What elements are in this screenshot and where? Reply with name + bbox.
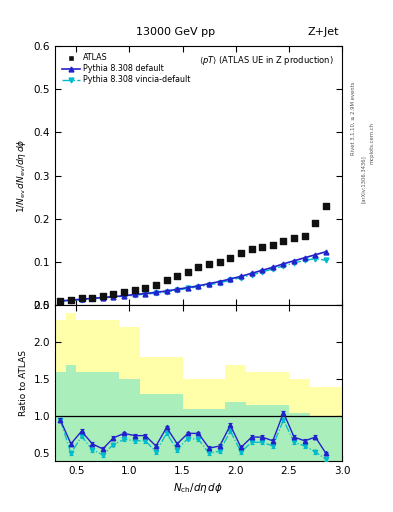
ATLAS (248, 245, 255, 253)
Pythia 8.308 vincia-default (302, 257, 307, 263)
Pythia 8.308 vincia-default (292, 260, 296, 266)
ATLAS (291, 234, 297, 242)
Line: Pythia 8.308 vincia-default: Pythia 8.308 vincia-default (58, 256, 329, 304)
Pythia 8.308 default (281, 261, 286, 267)
Pythia 8.308 default (270, 264, 275, 270)
Pythia 8.308 vincia-default (207, 282, 211, 288)
Legend: ATLAS, Pythia 8.308 default, Pythia 8.308 vincia-default: ATLAS, Pythia 8.308 default, Pythia 8.30… (59, 50, 194, 88)
Line: Pythia 8.308 default: Pythia 8.308 default (58, 249, 329, 304)
Pythia 8.308 vincia-default (122, 293, 127, 300)
Y-axis label: $1/N_{\rm ev}\,dN_{\rm ev}/d\eta\,d\phi$: $1/N_{\rm ev}\,dN_{\rm ev}/d\eta\,d\phi$ (15, 138, 28, 213)
Pythia 8.308 default (185, 285, 190, 291)
Pythia 8.308 vincia-default (69, 297, 73, 304)
Pythia 8.308 vincia-default (313, 255, 318, 262)
Pythia 8.308 default (207, 281, 211, 287)
Pythia 8.308 vincia-default (239, 274, 243, 281)
Pythia 8.308 default (175, 286, 180, 292)
Pythia 8.308 default (154, 289, 158, 295)
Pythia 8.308 vincia-default (175, 287, 180, 293)
Pythia 8.308 default (111, 293, 116, 300)
ATLAS (163, 276, 170, 284)
ATLAS (57, 297, 64, 305)
Pythia 8.308 vincia-default (143, 291, 148, 297)
Pythia 8.308 vincia-default (101, 295, 105, 301)
Text: 13000 GeV pp: 13000 GeV pp (136, 27, 215, 37)
ATLAS (259, 243, 265, 251)
ATLAS (227, 253, 233, 262)
ATLAS (312, 219, 318, 227)
Pythia 8.308 default (249, 270, 254, 276)
Pythia 8.308 default (69, 297, 73, 303)
Pythia 8.308 default (217, 279, 222, 285)
Pythia 8.308 default (196, 283, 201, 289)
ATLAS (142, 284, 149, 292)
Pythia 8.308 vincia-default (185, 285, 190, 291)
Pythia 8.308 default (132, 291, 137, 297)
ATLAS (238, 249, 244, 258)
Y-axis label: Ratio to ATLAS: Ratio to ATLAS (19, 350, 28, 416)
Pythia 8.308 default (292, 258, 296, 264)
ATLAS (153, 281, 159, 289)
ATLAS (89, 293, 95, 302)
Pythia 8.308 default (164, 288, 169, 294)
Pythia 8.308 default (143, 290, 148, 296)
Pythia 8.308 vincia-default (111, 294, 116, 300)
ATLAS (301, 232, 308, 240)
ATLAS (195, 263, 202, 271)
Pythia 8.308 default (228, 276, 233, 282)
Pythia 8.308 vincia-default (132, 292, 137, 298)
Pythia 8.308 vincia-default (196, 284, 201, 290)
Pythia 8.308 vincia-default (79, 296, 84, 303)
ATLAS (280, 237, 286, 245)
ATLAS (79, 294, 85, 303)
ATLAS (323, 202, 329, 210)
Pythia 8.308 default (260, 267, 264, 273)
Pythia 8.308 default (122, 293, 127, 299)
Pythia 8.308 vincia-default (323, 257, 328, 263)
Pythia 8.308 vincia-default (281, 263, 286, 269)
Text: mcplots.cern.ch: mcplots.cern.ch (369, 122, 375, 164)
Pythia 8.308 vincia-default (249, 272, 254, 278)
Pythia 8.308 vincia-default (228, 277, 233, 283)
Pythia 8.308 default (79, 296, 84, 302)
ATLAS (217, 258, 223, 266)
ATLAS (174, 272, 180, 280)
Pythia 8.308 default (101, 294, 105, 301)
ATLAS (206, 260, 212, 268)
Pythia 8.308 vincia-default (270, 266, 275, 272)
ATLAS (110, 290, 117, 298)
Text: Z+Jet: Z+Jet (308, 27, 339, 37)
ATLAS (68, 295, 74, 304)
Pythia 8.308 default (90, 295, 95, 302)
X-axis label: $N_{\rm ch}/d\eta\,d\phi$: $N_{\rm ch}/d\eta\,d\phi$ (173, 481, 224, 495)
ATLAS (100, 292, 106, 300)
Pythia 8.308 vincia-default (217, 280, 222, 286)
Text: [arXiv:1306.3436]: [arXiv:1306.3436] (360, 155, 365, 203)
Pythia 8.308 vincia-default (164, 289, 169, 295)
Pythia 8.308 vincia-default (154, 290, 158, 296)
Pythia 8.308 vincia-default (90, 296, 95, 302)
Pythia 8.308 default (302, 254, 307, 261)
ATLAS (270, 241, 276, 249)
ATLAS (121, 288, 127, 296)
Pythia 8.308 vincia-default (260, 269, 264, 275)
Pythia 8.308 default (323, 249, 328, 255)
Pythia 8.308 default (58, 298, 63, 304)
Text: Rivet 3.1.10, ≥ 2.9M events: Rivet 3.1.10, ≥ 2.9M events (351, 81, 356, 155)
ATLAS (132, 286, 138, 294)
Pythia 8.308 vincia-default (58, 298, 63, 304)
ATLAS (185, 267, 191, 275)
Text: $\langle pT\rangle$ (ATLAS UE in Z production): $\langle pT\rangle$ (ATLAS UE in Z produ… (199, 54, 333, 67)
Pythia 8.308 default (313, 252, 318, 258)
Pythia 8.308 default (239, 273, 243, 280)
